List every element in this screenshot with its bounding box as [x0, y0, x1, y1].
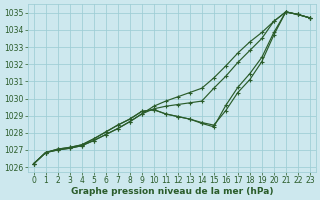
- X-axis label: Graphe pression niveau de la mer (hPa): Graphe pression niveau de la mer (hPa): [70, 187, 273, 196]
